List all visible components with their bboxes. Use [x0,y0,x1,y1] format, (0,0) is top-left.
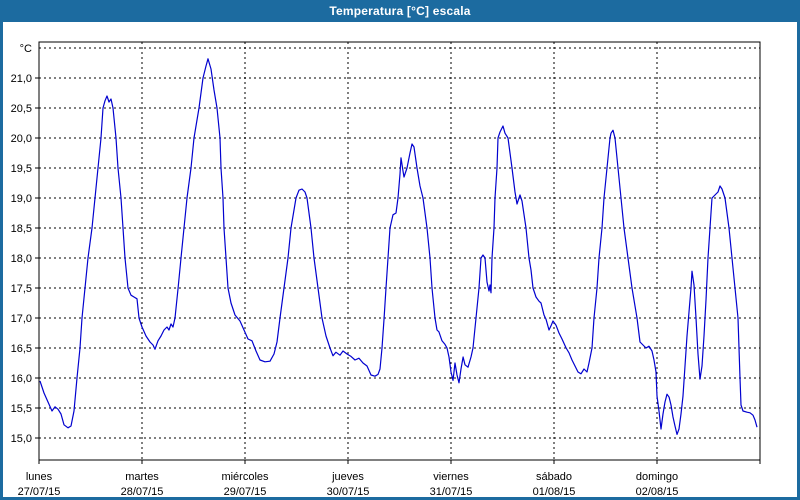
y-axis-label: 16,5 [11,343,32,355]
chart-panel [3,22,797,497]
y-axis-label: 17,5 [11,283,32,295]
window-title: Temperatura [°C] escala [329,4,471,18]
x-axis-day-label: sábado [536,471,572,483]
y-axis-label: 18,0 [11,253,32,265]
title-bar: Temperatura [°C] escala [0,0,800,22]
y-axis-label: 17,0 [11,313,32,325]
x-axis-date-label: 01/08/15 [533,486,576,498]
x-axis-day-label: miércoles [221,471,269,483]
x-axis-day-label: lunes [26,471,53,483]
y-axis-label: 20,0 [11,133,32,145]
x-axis-date-label: 28/07/15 [121,486,164,498]
y-axis-label: 15,5 [11,403,32,415]
x-axis-date-label: 30/07/15 [327,486,370,498]
y-axis-label: 19,0 [11,193,32,205]
x-axis-date-label: 31/07/15 [430,486,473,498]
x-axis-date-label: 29/07/15 [224,486,267,498]
x-axis-date-label: 27/07/15 [18,486,61,498]
y-axis-label: 21,0 [11,73,32,85]
x-axis-date-label: 02/08/15 [636,486,679,498]
y-axis-label: 20,5 [11,103,32,115]
y-axis-label: 15,0 [11,433,32,445]
temperature-line [39,58,758,435]
y-axis-label: 18,5 [11,223,32,235]
x-axis-day-label: jueves [331,471,364,483]
plot-border [38,41,761,461]
y-axis-unit-label: °C [20,43,32,55]
x-axis-day-label: domingo [636,471,678,483]
y-axis-label: 16,0 [11,373,32,385]
y-axis-label: 19,5 [11,163,32,175]
x-axis-day-label: martes [125,471,159,483]
x-axis-day-label: viernes [433,471,469,483]
